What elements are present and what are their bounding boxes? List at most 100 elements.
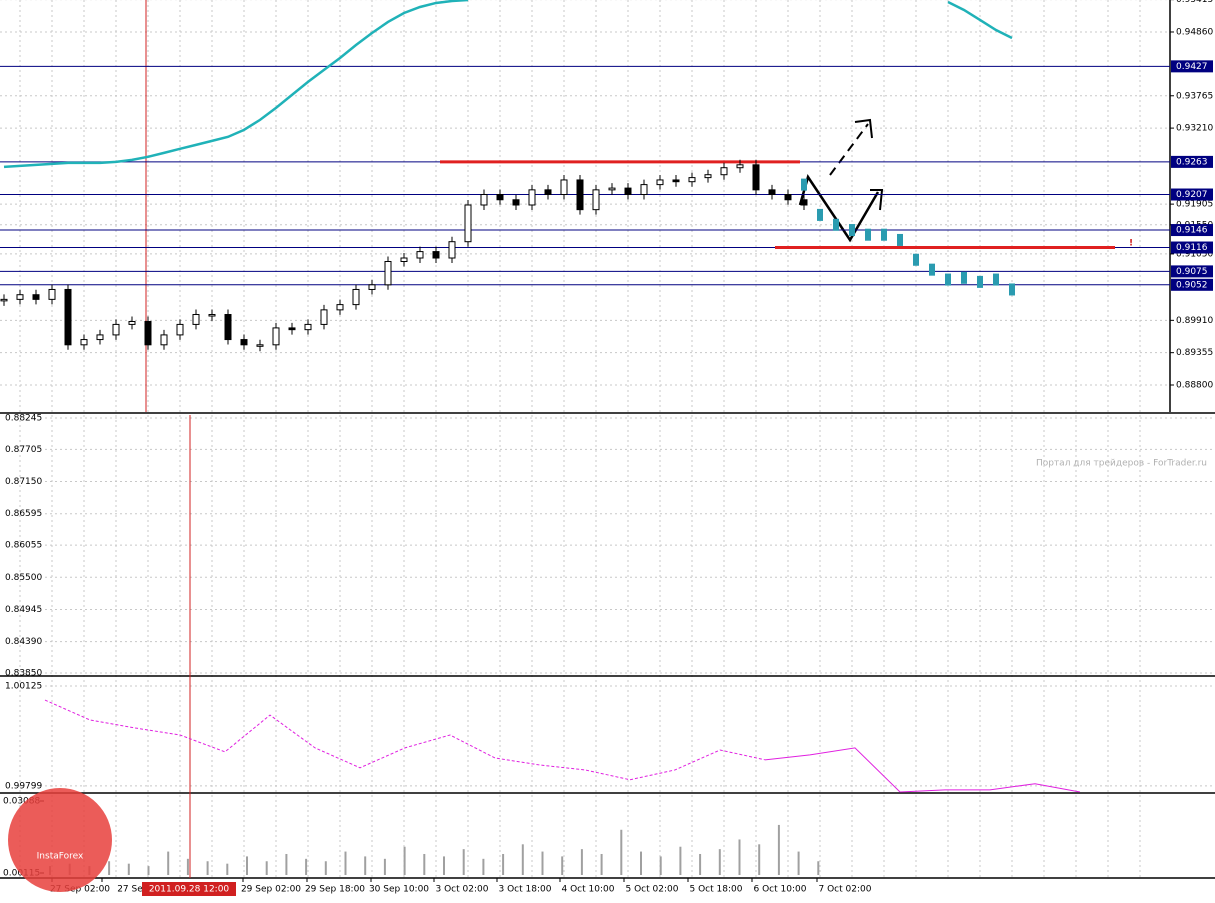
pane-tick-label: 0.85500 xyxy=(5,573,42,583)
forecast-bar xyxy=(881,228,887,241)
logo-text: InstaForex xyxy=(37,852,84,862)
candle-body xyxy=(752,164,760,191)
time-label: 4 Oct 10:00 xyxy=(562,885,615,895)
alert-mark: ! xyxy=(1129,239,1133,249)
price-tick-label: 0.91050 xyxy=(1176,249,1213,259)
time-label: 5 Oct 18:00 xyxy=(690,885,743,895)
candle-body xyxy=(320,309,328,325)
forecast-bar xyxy=(945,273,951,286)
candle-body xyxy=(192,314,200,325)
candle-body xyxy=(592,189,600,211)
moving-average xyxy=(3,0,1013,169)
forecast-bar xyxy=(1009,283,1015,296)
price-tick-label: 0.93765 xyxy=(1176,91,1213,101)
pane-tick-label: 1.00125 xyxy=(5,681,42,691)
pane-tick-label: 0.84945 xyxy=(5,605,42,615)
candle-body xyxy=(768,189,776,196)
candle-body xyxy=(64,288,72,346)
candle-body xyxy=(160,334,168,346)
watermark: Портал для трейдеров - ForTrader.ru xyxy=(1036,459,1207,469)
candle-body xyxy=(528,189,536,206)
oscillator-line xyxy=(44,699,766,781)
time-label: 30 Sep 10:00 xyxy=(369,885,429,895)
pane-tick-label: 0.86595 xyxy=(5,509,42,519)
candle-body xyxy=(128,321,136,325)
candle-body xyxy=(464,204,472,243)
time-label: 27 Sep 02:00 xyxy=(50,885,110,895)
pane-tick-label: 0.83850 xyxy=(5,669,42,679)
candle-body xyxy=(224,314,232,341)
forecast-bar xyxy=(849,224,855,237)
candle-body xyxy=(704,174,712,179)
candle-body xyxy=(800,199,808,206)
scenario-arrow-dashed xyxy=(829,123,869,176)
candle-body xyxy=(544,189,552,196)
candle-body xyxy=(208,314,216,317)
candle-body xyxy=(480,194,488,206)
forecast-bar xyxy=(817,208,823,221)
time-label: 5 Oct 02:00 xyxy=(626,885,679,895)
arrow-head xyxy=(854,118,873,139)
candle-body xyxy=(624,187,632,196)
pane-tick-label: 0.87150 xyxy=(5,477,42,487)
arrow-head xyxy=(870,189,884,211)
candle-body xyxy=(112,323,120,336)
candle-body xyxy=(80,339,88,346)
time-label: 7 Oct 02:00 xyxy=(819,885,872,895)
pane-tick-label: 0.84390 xyxy=(5,637,42,647)
candle-body xyxy=(400,257,408,263)
time-label: 29 Sep 18:00 xyxy=(305,885,365,895)
candle-body xyxy=(576,179,584,211)
candle-body xyxy=(736,164,744,169)
time-label: 6 Oct 10:00 xyxy=(754,885,807,895)
candle-body xyxy=(144,321,152,346)
time-label: 29 Sep 02:00 xyxy=(241,885,301,895)
candle-body xyxy=(48,288,56,300)
cursor-time-box xyxy=(142,882,236,896)
candle-body xyxy=(608,187,616,191)
scenario-arrow xyxy=(798,174,880,243)
level-label: 0.9263 xyxy=(1176,157,1208,167)
candle-body xyxy=(288,327,296,331)
logo: InstaForex xyxy=(8,788,112,892)
forecast-bar xyxy=(865,228,871,241)
pane-tick-label: 0.86055 xyxy=(5,541,42,551)
candle-body xyxy=(560,179,568,196)
time-label: 27 Se xyxy=(117,885,143,895)
candle-body xyxy=(176,323,184,336)
logo-badge xyxy=(8,788,112,892)
candle-body xyxy=(416,251,424,259)
level-label: 0.9146 xyxy=(1176,226,1208,236)
level-label: 0.9427 xyxy=(1176,62,1208,72)
candle-body xyxy=(656,179,664,186)
level-label: 0.9052 xyxy=(1176,280,1208,290)
forecast-bar xyxy=(913,253,919,266)
candle-body xyxy=(336,304,344,311)
time-label: 3 Oct 18:00 xyxy=(499,885,552,895)
level-label: 0.9075 xyxy=(1176,267,1208,277)
level-label-box xyxy=(1171,265,1213,278)
candle-body xyxy=(96,334,104,341)
candle-body xyxy=(352,288,360,306)
pane-tick-label: 0.03088 xyxy=(3,797,40,807)
candle-body xyxy=(16,294,24,300)
candle-body xyxy=(448,241,456,259)
level-label-box xyxy=(1171,241,1213,254)
cursor-time-label: 2011.09.28 12:00 xyxy=(149,885,230,895)
pane-tick-label: 0.99799 xyxy=(5,781,42,791)
candle-body xyxy=(368,284,376,290)
level-label-box xyxy=(1171,60,1213,73)
price-tick-label: 0.94860 xyxy=(1176,27,1213,37)
forecast-bar xyxy=(833,218,839,231)
candle-body xyxy=(784,194,792,201)
candle-body xyxy=(32,294,40,300)
level-label: 0.9207 xyxy=(1176,190,1208,200)
candle-body xyxy=(432,251,440,259)
candle-body xyxy=(720,167,728,176)
candle-body xyxy=(256,344,264,347)
price-tick-label: 0.95415 xyxy=(1176,0,1213,5)
level-label-box xyxy=(1171,278,1213,291)
candle-body xyxy=(304,323,312,331)
